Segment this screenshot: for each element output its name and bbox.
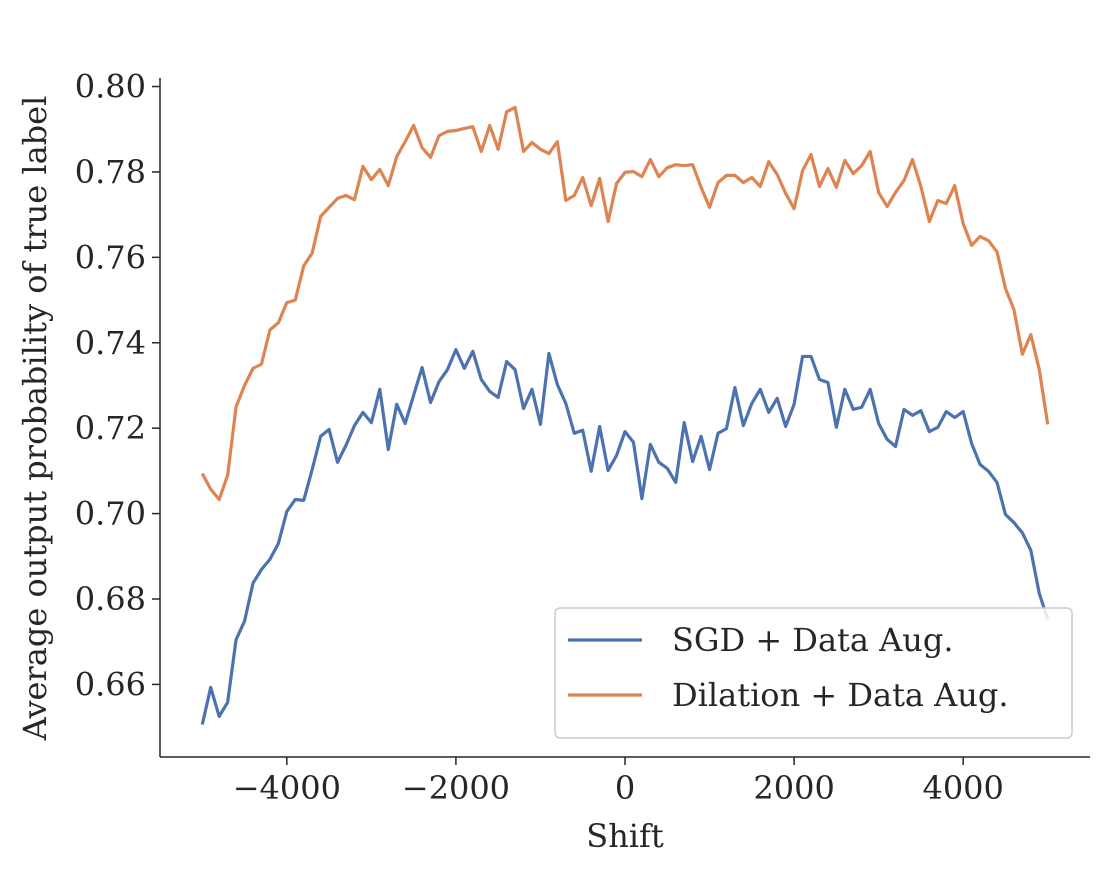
x-tick-label: −2000 [402, 769, 510, 807]
x-tick-label: −4000 [233, 769, 341, 807]
line-series [200, 348, 1050, 725]
legend-box [554, 607, 1073, 739]
y-tick-label: 0.70 [75, 495, 146, 533]
legend-label: Dilation + Data Aug. [672, 676, 1009, 714]
x-tick-label: 0 [615, 769, 635, 807]
line-series [200, 105, 1050, 502]
x-tick-label: 4000 [922, 769, 1003, 807]
y-tick-label: 0.66 [75, 665, 146, 703]
y-tick-label: 0.78 [75, 153, 146, 191]
x-axis-label: Shift [586, 817, 664, 855]
y-tick-label: 0.76 [75, 238, 146, 276]
legend-label: SGD + Data Aug. [672, 621, 954, 659]
y-tick-label: 0.74 [75, 324, 146, 362]
y-tick-label: 0.68 [75, 580, 146, 618]
x-tick-label: 2000 [753, 769, 834, 807]
y-tick-label: 0.72 [75, 409, 146, 447]
y-tick-label: 0.80 [75, 68, 146, 106]
y-axis-label: Average output probability of true label [16, 96, 54, 742]
